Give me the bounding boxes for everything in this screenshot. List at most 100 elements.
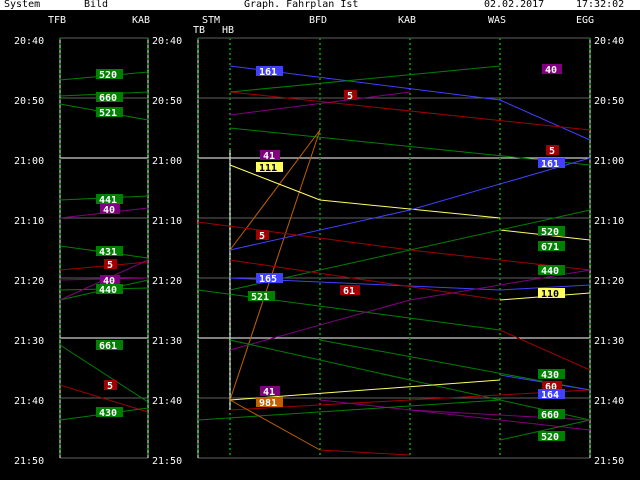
train-path: [499, 99, 591, 141]
station-header-bfd: BFD: [309, 15, 327, 26]
train-label-box: [104, 380, 117, 390]
train-label-box: [96, 246, 123, 256]
time-tick-middle: 20:40: [152, 36, 182, 47]
train-label-520: 520: [538, 226, 565, 238]
train-label-text: 41: [263, 151, 275, 162]
train-label-text: 5: [347, 91, 353, 102]
train-label-text: 440: [541, 266, 559, 277]
station-header-tb: TB: [193, 25, 205, 36]
train-label-box: [538, 369, 565, 379]
train-label-40: 40: [542, 64, 562, 76]
train-label-521: 521: [96, 107, 123, 119]
train-label-521: 521: [248, 291, 275, 303]
train-label-text: 110: [541, 289, 559, 300]
train-path: [229, 129, 321, 251]
date-display: 02.02.2017: [484, 0, 545, 10]
train-label-box: [538, 241, 565, 251]
train-label-box: [100, 204, 120, 214]
train-label-text: 671: [541, 242, 559, 253]
train-label-text: 40: [103, 276, 115, 287]
train-label-box: [256, 397, 283, 407]
train-label-text: 430: [99, 408, 117, 419]
train-label-text: 521: [251, 292, 269, 303]
train-label-40: 40: [100, 275, 120, 287]
menu-bild[interactable]: Bild: [84, 0, 109, 10]
station-header-hb: HB: [222, 25, 234, 36]
train-label-text: 5: [107, 260, 113, 271]
train-path: [499, 419, 591, 441]
train-path: [229, 209, 411, 251]
train-label-text: 660: [99, 93, 117, 104]
train-label-box: [340, 285, 360, 295]
menu-system[interactable]: System: [4, 0, 41, 10]
train-path: [319, 199, 501, 219]
train-path: [229, 299, 411, 351]
train-label-box: [96, 69, 123, 79]
train-path: [319, 449, 411, 456]
train-label-box: [96, 107, 123, 117]
train-label-box: [96, 194, 123, 204]
train-label-440: 440: [538, 265, 565, 277]
train-label-5: 5: [344, 90, 357, 102]
time-tick-right: 20:50: [594, 96, 624, 107]
time-tick-right: 21:10: [594, 216, 624, 227]
time-tick-right: 21:30: [594, 336, 624, 347]
time-tick-middle: 21:20: [152, 276, 182, 287]
time-tick-left: 21:30: [14, 336, 44, 347]
train-label-text: 981: [259, 398, 277, 409]
train-path: [229, 164, 321, 201]
train-label-text: 164: [541, 390, 559, 401]
time-tick-middle: 20:50: [152, 96, 182, 107]
time-tick-right: 21:40: [594, 396, 624, 407]
train-label-box: [538, 158, 565, 168]
train-path: [59, 344, 149, 403]
station-header-tfb: TFB: [48, 15, 66, 26]
train-paths: [59, 65, 591, 456]
train-path: [229, 259, 501, 301]
train-label-box: [248, 291, 275, 301]
train-label-text: 441: [99, 195, 117, 206]
time-tick-left: 21:20: [14, 276, 44, 287]
train-label-text: 41: [263, 387, 275, 398]
train-label-text: 5: [549, 146, 555, 157]
train-path: [229, 127, 591, 166]
time-tick-middle: 21:30: [152, 336, 182, 347]
train-label-box: [542, 64, 562, 74]
train-label-5: 5: [104, 380, 117, 392]
time-tick-right: 20:40: [594, 36, 624, 47]
train-label-41: 41: [260, 150, 280, 162]
train-label-165: 165: [256, 273, 283, 285]
station-header-kab-right: KAB: [398, 15, 416, 26]
train-label-text: 40: [103, 205, 115, 216]
train-label-box: [538, 431, 565, 441]
train-label-text: 431: [99, 247, 117, 258]
train-label-text: 660: [541, 410, 559, 421]
train-label-981: 981: [256, 397, 283, 409]
train-label-box: [96, 340, 123, 350]
train-label-box: [344, 90, 357, 100]
train-label-text: 111: [259, 163, 277, 174]
train-label-431: 431: [96, 246, 123, 258]
train-path: [197, 221, 411, 251]
train-label-box: [538, 288, 565, 298]
train-label-box: [256, 162, 283, 172]
train-label-text: 60: [545, 382, 557, 393]
train-path: [229, 65, 501, 93]
train-label-5: 5: [256, 230, 269, 242]
train-path: [229, 389, 591, 411]
train-label-110: 110: [538, 288, 565, 300]
train-label-box: [542, 381, 562, 391]
train-label-text: 161: [541, 159, 559, 170]
train-path: [229, 209, 591, 291]
train-label-41: 41: [260, 386, 280, 398]
train-label-text: 5: [259, 231, 265, 242]
time-tick-middle: 21:40: [152, 396, 182, 407]
train-label-text: 165: [259, 274, 277, 285]
train-label-61: 61: [340, 285, 360, 297]
time-tick-left: 21:50: [14, 456, 44, 467]
train-path: [499, 284, 591, 291]
train-path: [229, 129, 321, 401]
train-label-660: 660: [538, 409, 565, 421]
